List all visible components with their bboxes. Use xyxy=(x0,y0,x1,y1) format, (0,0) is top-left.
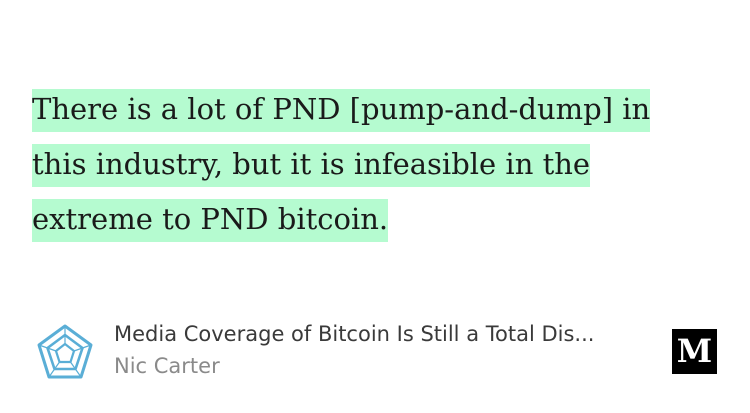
article-card[interactable]: Media Coverage of Bitcoin Is Still a Tot… xyxy=(34,318,724,390)
quote-text: There is a lot of PND [pump-and-dump] in… xyxy=(32,89,651,242)
highlighted-quote: There is a lot of PND [pump-and-dump] in… xyxy=(32,82,712,247)
pentagon-logo-icon xyxy=(37,324,93,379)
article-title[interactable]: Media Coverage of Bitcoin Is Still a Tot… xyxy=(114,322,595,346)
article-author: Nic Carter xyxy=(114,354,220,378)
medium-logo-icon: M xyxy=(672,329,717,374)
